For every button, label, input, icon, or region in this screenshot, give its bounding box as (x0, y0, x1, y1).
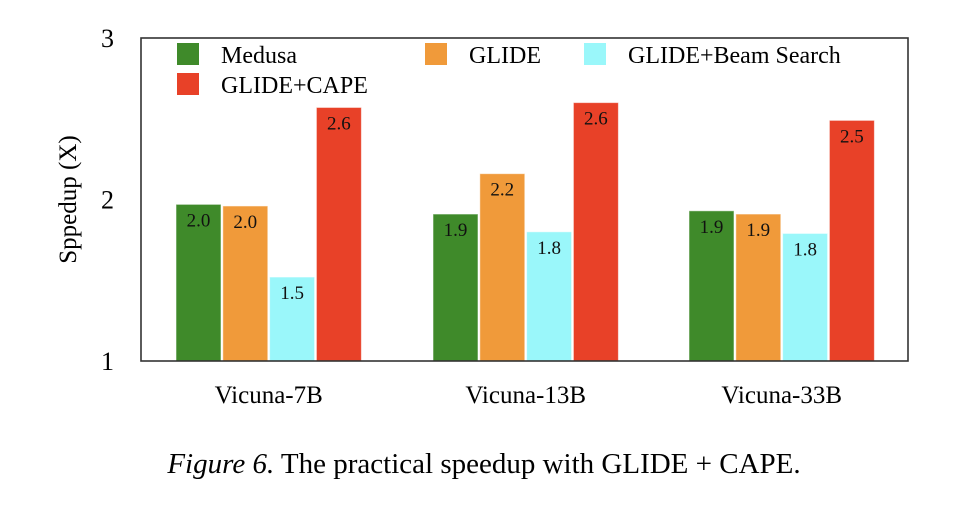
y-tick-label: 1 (101, 347, 114, 376)
x-axis-category-labels: Vicuna-7B Vicuna-13B Vicuna-33B (215, 382, 842, 409)
y-axis-label: Sppedup (X) (55, 135, 82, 263)
bar-value-label: 2.0 (233, 212, 257, 233)
bar-value-label: 2.2 (490, 180, 514, 201)
legend-swatch (177, 73, 199, 95)
legend-label: Medusa (221, 43, 297, 69)
legend-label: GLIDE+Beam Search (628, 43, 841, 69)
legend-item: GLIDE (425, 43, 541, 69)
legend-item: Medusa (177, 43, 297, 69)
caption-period: . (793, 448, 801, 480)
legend-label: GLIDE+CAPE (221, 73, 368, 99)
data-labels-layer: 2.0 2.0 1.5 2.6 1.9 2.2 1.8 2.6 1.9 1.9 1.8 2.5 (187, 109, 864, 304)
bar-value-label: 1.9 (700, 217, 724, 238)
caption-method-glide: GLIDE (601, 448, 689, 480)
bar-value-label: 1.5 (280, 283, 304, 304)
legend-swatch (584, 43, 606, 65)
figure-caption: Figure 6. The practical speedup with GLI… (0, 448, 968, 481)
speedup-bar-chart: 2.0 2.0 1.5 2.6 1.9 2.2 1.8 2.6 1.9 1.9 1.8 2.5 1 2 3… (55, 24, 909, 409)
caption-method-cape: CAPE (719, 448, 794, 480)
legend-item: GLIDE+Beam Search (584, 43, 841, 69)
bar-glide-cape-vicuna-33b (828, 119, 875, 362)
y-tick-label: 3 (101, 24, 114, 53)
y-tick-label: 2 (101, 186, 114, 215)
bar-value-label: 2.0 (187, 210, 211, 231)
bar-value-label: 2.5 (840, 126, 864, 147)
bar-glide-cape-vicuna-13b (572, 102, 619, 362)
bars-layer (175, 102, 875, 362)
bar-value-label: 2.6 (327, 113, 351, 134)
bar-value-label: 2.6 (584, 109, 608, 130)
bar-glide-beam-search-vicuna-33b (782, 232, 829, 362)
bar-glide-cape-vicuna-7b (315, 106, 362, 362)
legend: Medusa GLIDE GLIDE+Beam Search GLIDE+CAPE (177, 43, 841, 99)
bar-value-label: 1.8 (537, 238, 561, 259)
figure-number: Figure 6. (167, 448, 275, 480)
bar-glide-beam-search-vicuna-7b (269, 276, 316, 362)
legend-label: GLIDE (469, 43, 541, 69)
legend-swatch (177, 43, 199, 65)
legend-swatch (425, 43, 447, 65)
legend-item: GLIDE+CAPE (177, 73, 368, 99)
caption-text: The practical speedup with (274, 448, 602, 480)
bar-value-label: 1.8 (793, 239, 817, 260)
y-axis-ticks: 1 2 3 (101, 24, 114, 376)
bar-glide-vicuna-33b (735, 213, 782, 362)
caption-plus: + (688, 448, 720, 480)
bar-glide-vicuna-13b (479, 173, 526, 362)
bar-value-label: 1.9 (746, 220, 770, 241)
x-category-label: Vicuna-33B (721, 382, 842, 409)
bar-glide-vicuna-7b (222, 205, 269, 362)
x-category-label: Vicuna-7B (215, 382, 323, 409)
x-category-label: Vicuna-13B (465, 382, 586, 409)
plot-frame (140, 37, 909, 362)
bar-medusa-vicuna-7b (175, 203, 222, 362)
bar-value-label: 1.9 (444, 220, 468, 241)
